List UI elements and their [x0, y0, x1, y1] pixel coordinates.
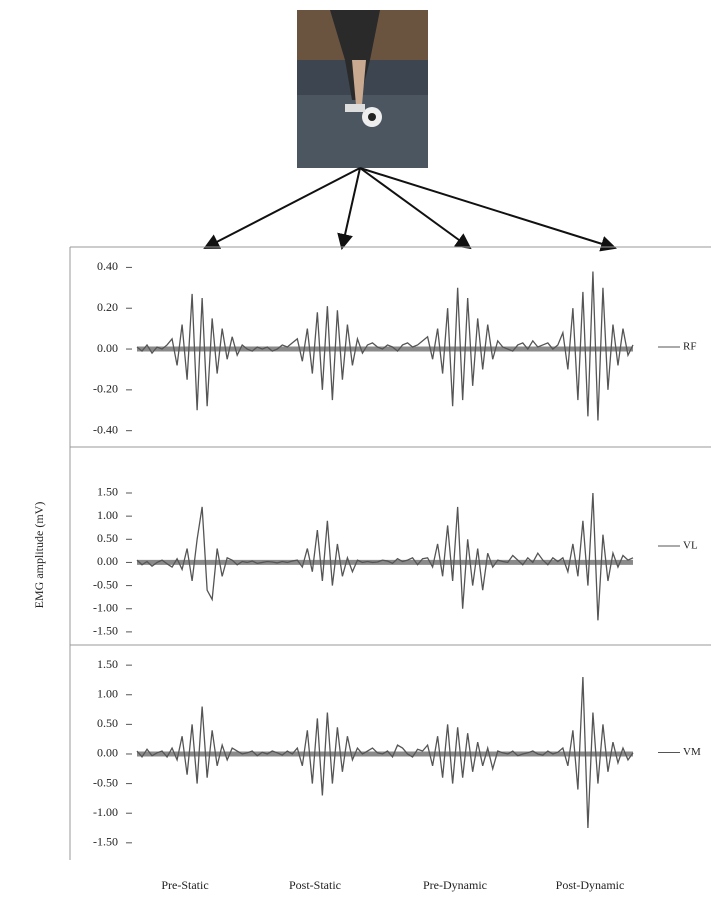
condition-label: Pre-Static	[161, 878, 208, 892]
arrows	[203, 167, 617, 252]
emg-trace	[136, 271, 634, 421]
condition-label: Post-Static	[289, 878, 341, 892]
legend-label: RF	[683, 341, 696, 353]
condition-label: Pre-Dynamic	[423, 878, 487, 892]
y-tick-label: -0.20	[93, 382, 118, 396]
y-axis-label: EMG amplitude (mV)	[32, 502, 46, 609]
y-tick-label: 1.00	[97, 508, 118, 522]
y-tick-label: 1.50	[97, 485, 118, 499]
y-tick-label: 0.00	[97, 341, 118, 355]
y-tick-label: -1.50	[93, 835, 118, 849]
y-tick-label: 0.40	[97, 259, 118, 273]
legend-label: VM	[683, 746, 701, 758]
photo	[297, 10, 428, 168]
y-tick-label: 0.50	[97, 716, 118, 730]
legend-label: VL	[683, 540, 698, 552]
y-tick-label: 0.00	[97, 554, 118, 568]
y-tick-label: -0.50	[93, 577, 118, 591]
y-tick-label: -0.50	[93, 775, 118, 789]
y-tick-label: 0.50	[97, 531, 118, 545]
y-tick-label: 0.00	[97, 746, 118, 760]
y-tick-label: -1.50	[93, 624, 118, 638]
y-tick-label: 0.20	[97, 300, 118, 314]
y-tick-label: -1.00	[93, 600, 118, 614]
emg-trace	[136, 676, 634, 829]
y-tick-label: -0.40	[93, 422, 118, 436]
y-tick-label: 1.00	[97, 687, 118, 701]
y-tick-label: -1.00	[93, 805, 118, 819]
y-tick-label: 1.50	[97, 657, 118, 671]
panel-frame	[69, 246, 711, 860]
emg-trace	[136, 492, 634, 621]
condition-label: Post-Dynamic	[556, 878, 625, 892]
